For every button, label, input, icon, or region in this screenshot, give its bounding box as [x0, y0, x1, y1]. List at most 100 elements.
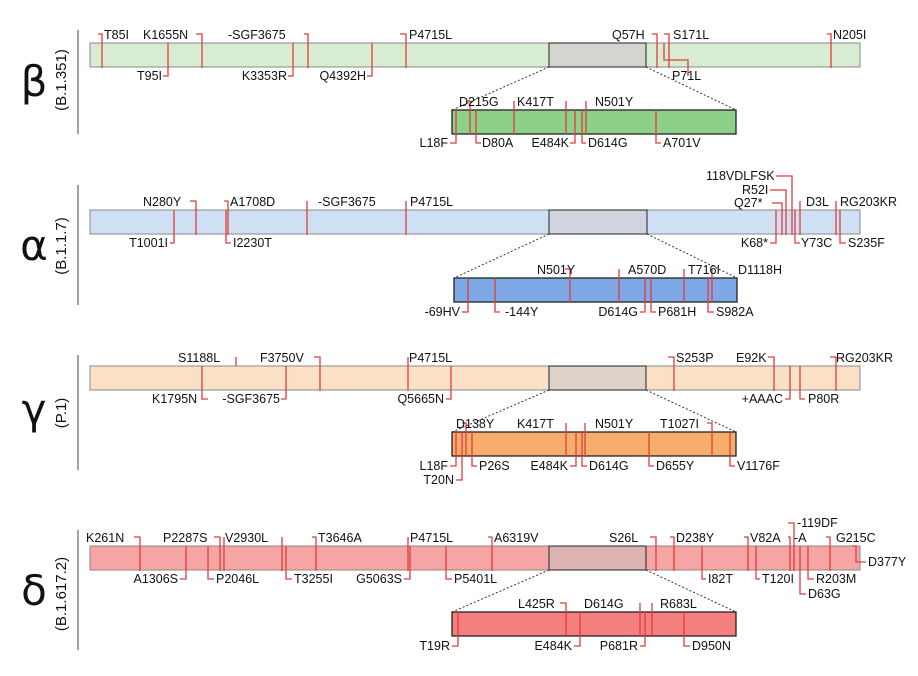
mutation-label: -A [794, 531, 807, 545]
mutation-marker [652, 33, 658, 68]
mutation-label: A6319V [494, 531, 539, 545]
mutation-marker [776, 175, 793, 235]
mutation-marker [404, 546, 411, 580]
mutation-marker [285, 546, 292, 580]
mutation-labels: K261N P2287S V2930L T3646A P4715L A6319V… [86, 516, 907, 653]
mutation-marker [701, 546, 706, 580]
mutation-marker [400, 33, 407, 68]
mutation-label: Q4392H [319, 69, 366, 83]
mutation-label: P71L [672, 69, 701, 83]
mutation-label: D614G [598, 305, 638, 319]
mutation-marker [456, 432, 463, 481]
mutation-label: RG203KR [836, 351, 893, 365]
mutation-label: N501Y [595, 95, 634, 109]
mutation-label: I82T [708, 572, 733, 586]
variant-greek-letter: β [21, 57, 48, 106]
mutation-marker [98, 33, 103, 68]
mutation-label: D80A [482, 136, 514, 150]
mutation-label: T120I [762, 572, 794, 586]
mutation-label: S171L [673, 28, 709, 42]
variant-panel-beta: β (B.1.351) [21, 28, 867, 150]
mutation-label: D950N [692, 639, 731, 653]
zoom-guide-left [453, 233, 550, 279]
genome-bar [89, 365, 861, 391]
variant-greek-letter: α [20, 221, 48, 270]
mutation-marker [664, 33, 670, 68]
mutation-label: T716I [688, 263, 720, 277]
mutation-label: S26L [609, 531, 638, 545]
mutation-label: K68* [741, 236, 768, 250]
mutation-label: A570D [628, 263, 666, 277]
mutation-markers [201, 356, 837, 481]
mutation-marker [581, 110, 586, 144]
mutation-label: T85I [104, 28, 129, 42]
zoom-guide-left [451, 66, 550, 111]
mutation-marker [288, 43, 294, 77]
mutation-label: D377Y [868, 555, 907, 569]
mutation-label: G5063S [356, 572, 402, 586]
variant-panel-alpha: α (B.1.1.7) [20, 169, 897, 319]
mutation-label: -119DF [797, 516, 838, 530]
mutation-label: -69HV [425, 305, 461, 319]
mutation-label: P26S [479, 459, 510, 473]
mutation-marker [707, 422, 713, 457]
zoom-guide-left [451, 569, 550, 613]
mutation-label: E92K [736, 351, 767, 365]
zoom-guide-left [451, 389, 550, 433]
mutation-marker [565, 268, 571, 302]
zoom-guide-right [645, 389, 737, 433]
mutation-marker [670, 536, 675, 571]
spike-region-highlight [548, 209, 648, 235]
spike-region-highlight [548, 365, 647, 391]
mutation-label: D614G [589, 459, 629, 473]
variant-lineage-label: (B.1.1.7) [53, 217, 70, 275]
mutation-marker [663, 43, 689, 76]
genome-bar [89, 209, 861, 235]
mutation-marker [707, 278, 714, 313]
mutation-label: V82A [750, 531, 781, 545]
mutation-label: T1001I [129, 236, 168, 250]
mutation-label: Q57H [612, 28, 645, 42]
mutation-marker [650, 278, 656, 313]
variant-lineage-label: (P.1) [53, 398, 70, 429]
mutation-marker [225, 210, 231, 244]
zoom-guide-right [646, 233, 738, 279]
mutation-label: R203M [816, 572, 856, 586]
mutation-marker [452, 612, 459, 647]
mutation-label: L425R [518, 597, 555, 611]
mutation-marker [830, 356, 837, 391]
mutation-label: R683L [660, 597, 697, 611]
mutation-marker [640, 278, 646, 313]
mutation-marker [494, 278, 500, 313]
spike-protein-bar [453, 277, 738, 303]
mutation-label: E484K [534, 639, 572, 653]
mutation-label: D3L [806, 195, 829, 209]
variant-lineage-label: (B.1.617.2) [53, 557, 70, 631]
mutation-marker [581, 432, 587, 467]
mutation-marker [770, 189, 787, 235]
mutation-label: P4715L [409, 351, 452, 365]
genome-bar [89, 545, 861, 571]
mutation-label: D655Y [656, 459, 695, 473]
mutation-label: G215C [836, 531, 876, 545]
mutation-label: K417T [517, 417, 554, 431]
zoom-guide-right [645, 569, 737, 613]
mutation-label: P2287S [163, 531, 207, 545]
mutation-label: Q27* [734, 196, 763, 210]
mutation-marker [462, 278, 469, 313]
mutation-marker [650, 536, 657, 571]
mutation-label: K1795N [152, 392, 197, 406]
mutation-label: -SGF3675 [318, 195, 376, 209]
variant-lineage-label: (B.1.351) [53, 49, 70, 111]
spike-region-highlight [548, 545, 647, 571]
mutation-label: D238Y [676, 531, 715, 545]
spike-protein-bar [451, 109, 737, 135]
spike-protein-bar [451, 611, 737, 637]
mutation-label: K261N [86, 531, 124, 545]
mutation-marker [207, 546, 214, 580]
mutation-label: D1118H [738, 263, 782, 277]
mutation-marker [475, 110, 481, 144]
mutation-label: E484K [530, 459, 568, 473]
mutation-label: P4715L [410, 531, 453, 545]
